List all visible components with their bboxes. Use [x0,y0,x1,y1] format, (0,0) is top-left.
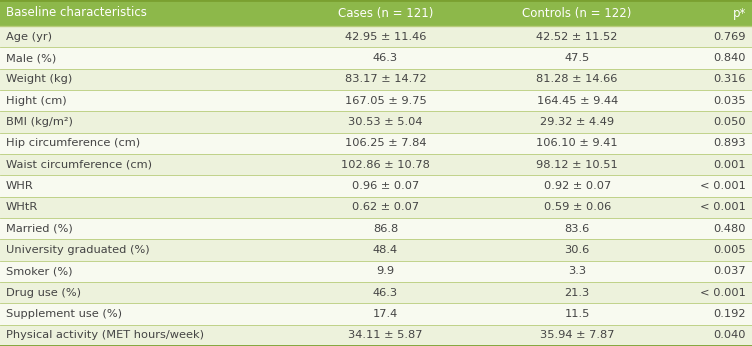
Bar [0,282,752,303]
Text: 48.4: 48.4 [373,245,398,255]
Text: Male (%): Male (%) [6,53,56,63]
Text: Physical activity (MET hours/week): Physical activity (MET hours/week) [6,330,204,340]
Bar [0,261,752,282]
Text: 0.035: 0.035 [714,95,746,106]
Bar [0,303,752,325]
Text: WHtR: WHtR [6,202,38,212]
Text: Age (yr): Age (yr) [6,32,52,42]
Text: 102.86 ± 10.78: 102.86 ± 10.78 [341,160,430,170]
Bar [0,133,752,154]
Text: 30.53 ± 5.04: 30.53 ± 5.04 [348,117,423,127]
Bar [0,197,752,218]
Text: 98.12 ± 10.51: 98.12 ± 10.51 [536,160,618,170]
Text: 0.893: 0.893 [714,138,746,148]
Text: 47.5: 47.5 [565,53,590,63]
Text: Supplement use (%): Supplement use (%) [6,309,122,319]
Text: 0.840: 0.840 [714,53,746,63]
Text: 0.192: 0.192 [714,309,746,319]
Text: < 0.001: < 0.001 [700,181,746,191]
Text: 164.45 ± 9.44: 164.45 ± 9.44 [536,95,618,106]
Text: 0.480: 0.480 [714,224,746,234]
Text: 83.6: 83.6 [565,224,590,234]
Text: Smoker (%): Smoker (%) [6,266,72,276]
Text: 0.040: 0.040 [714,330,746,340]
Text: 11.5: 11.5 [565,309,590,319]
Text: 21.3: 21.3 [565,288,590,298]
Text: 0.005: 0.005 [714,245,746,255]
Text: < 0.001: < 0.001 [700,288,746,298]
Bar [0,239,752,261]
Text: 0.96 ± 0.07: 0.96 ± 0.07 [352,181,419,191]
Bar [0,26,752,47]
Text: 0.769: 0.769 [714,32,746,42]
Text: 46.3: 46.3 [373,288,398,298]
Text: Hip circumference (cm): Hip circumference (cm) [6,138,140,148]
Text: 29.32 ± 4.49: 29.32 ± 4.49 [540,117,614,127]
Text: 106.25 ± 7.84: 106.25 ± 7.84 [344,138,426,148]
Text: BMI (kg/m²): BMI (kg/m²) [6,117,73,127]
Text: < 0.001: < 0.001 [700,202,746,212]
Text: Baseline characteristics: Baseline characteristics [6,7,147,19]
Text: 3.3: 3.3 [568,266,587,276]
Text: 83.17 ± 14.72: 83.17 ± 14.72 [344,74,426,84]
Bar [0,218,752,239]
Text: 86.8: 86.8 [373,224,398,234]
Bar [0,0,752,26]
Text: 167.05 ± 9.75: 167.05 ± 9.75 [344,95,426,106]
Text: University graduated (%): University graduated (%) [6,245,150,255]
Text: Controls (n = 122): Controls (n = 122) [523,7,632,19]
Text: 0.001: 0.001 [714,160,746,170]
Text: WHR: WHR [6,181,34,191]
Text: p*: p* [732,7,746,19]
Text: Waist circumference (cm): Waist circumference (cm) [6,160,152,170]
Text: 81.28 ± 14.66: 81.28 ± 14.66 [536,74,618,84]
Text: Drug use (%): Drug use (%) [6,288,81,298]
Text: 46.3: 46.3 [373,53,398,63]
Bar [0,154,752,175]
Text: 34.11 ± 5.87: 34.11 ± 5.87 [348,330,423,340]
Text: 42.95 ± 11.46: 42.95 ± 11.46 [344,32,426,42]
Text: 0.59 ± 0.06: 0.59 ± 0.06 [544,202,611,212]
Text: Weight (kg): Weight (kg) [6,74,72,84]
Text: 0.316: 0.316 [714,74,746,84]
Bar [0,325,752,346]
Text: 0.92 ± 0.07: 0.92 ± 0.07 [544,181,611,191]
Text: 0.62 ± 0.07: 0.62 ± 0.07 [352,202,419,212]
Text: 17.4: 17.4 [373,309,398,319]
Text: 35.94 ± 7.87: 35.94 ± 7.87 [540,330,614,340]
Bar [0,69,752,90]
Text: Cases (n = 121): Cases (n = 121) [338,7,433,19]
Bar [0,90,752,111]
Text: 9.9: 9.9 [376,266,395,276]
Text: Married (%): Married (%) [6,224,73,234]
Text: 0.037: 0.037 [714,266,746,276]
Text: 30.6: 30.6 [565,245,590,255]
Text: 106.10 ± 9.41: 106.10 ± 9.41 [536,138,618,148]
Text: 42.52 ± 11.52: 42.52 ± 11.52 [536,32,618,42]
Bar [0,175,752,197]
Text: Hight (cm): Hight (cm) [6,95,67,106]
Text: 0.050: 0.050 [714,117,746,127]
Bar [0,47,752,69]
Bar [0,111,752,133]
